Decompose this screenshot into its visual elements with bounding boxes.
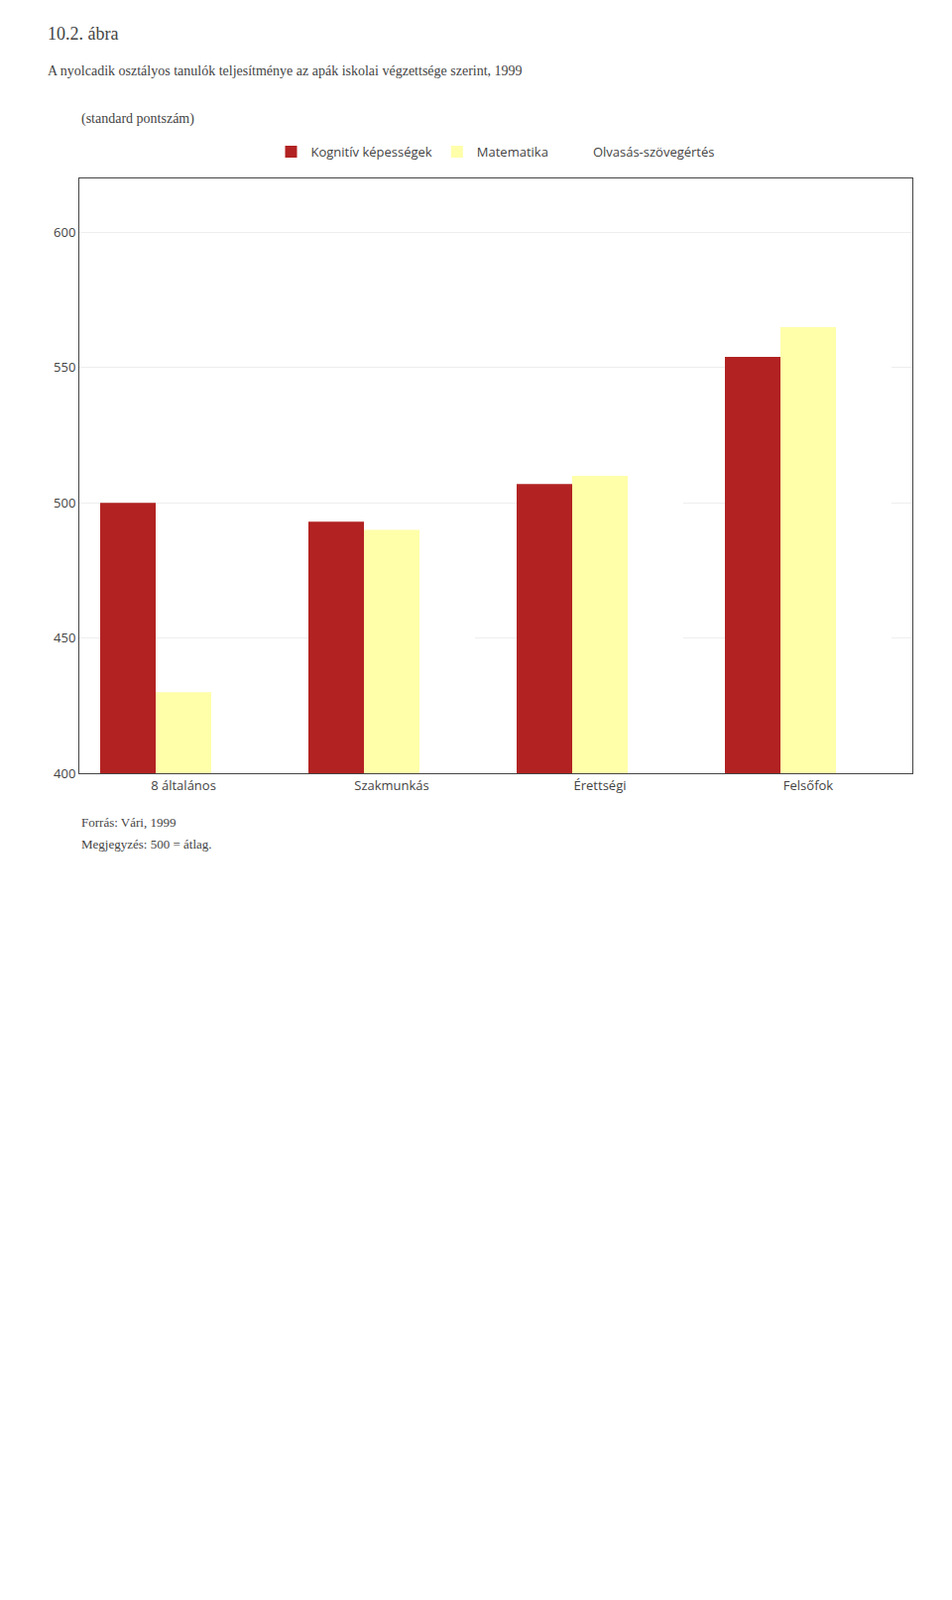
svg-text:10.2. ábra: 10.2. ábra bbox=[47, 23, 119, 44]
svg-text:A nyolcadik osztályos tanulók: A nyolcadik osztályos tanulók teljesítmé… bbox=[47, 63, 523, 79]
svg-text:Szakmunkás: Szakmunkás bbox=[354, 776, 430, 795]
svg-text:Matematika: Matematika bbox=[476, 142, 549, 161]
svg-text:450: 450 bbox=[53, 628, 76, 647]
svg-text:8 általános: 8 általános bbox=[150, 776, 217, 795]
svg-text:500: 500 bbox=[53, 493, 76, 512]
svg-text:Felsőfok: Felsőfok bbox=[783, 776, 834, 795]
svg-text:(standard pontszám): (standard pontszám) bbox=[81, 111, 195, 127]
svg-text:400: 400 bbox=[53, 764, 76, 783]
svg-text:Kognitív képességek: Kognitív képességek bbox=[311, 142, 433, 161]
svg-text:600: 600 bbox=[53, 223, 76, 241]
svg-text:Olvasás-szövegértés: Olvasás-szövegértés bbox=[593, 142, 715, 161]
svg-text:550: 550 bbox=[53, 357, 76, 376]
svg-text:Forrás: Vári, 1999: Forrás: Vári, 1999 bbox=[81, 815, 176, 831]
svg-text:Megjegyzés: 500 = átlag.: Megjegyzés: 500 = átlag. bbox=[81, 836, 213, 852]
svg-text:Érettségi: Érettségi bbox=[574, 776, 627, 795]
